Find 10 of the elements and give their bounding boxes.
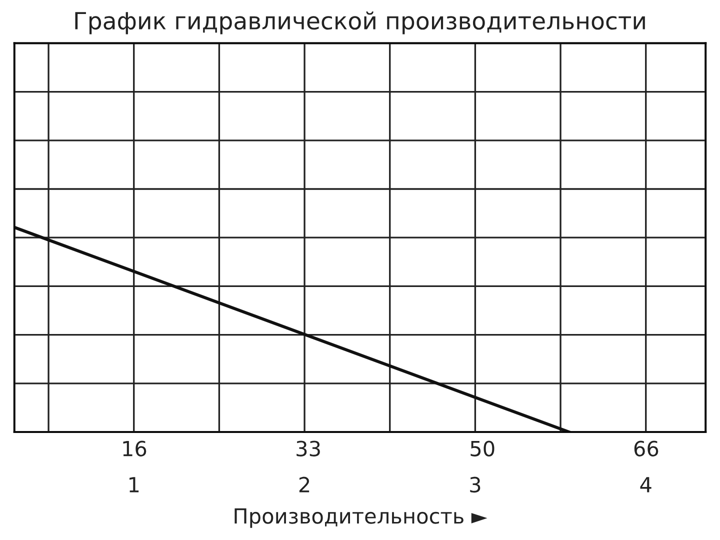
x-tick-label: 1 (130, 477, 139, 492)
x2-tick-label: 33 (296, 440, 320, 456)
x-tick-label: 3 (470, 476, 480, 493)
chart-title: График гидравлической производительности (75, 11, 645, 34)
x-tick-label: 4 (640, 477, 652, 492)
x-tick-label: 2 (299, 476, 310, 492)
x-axis-title: Производительность ► (234, 508, 488, 528)
x2-tick-label: 50 (470, 440, 494, 456)
x2-tick-label: 16 (123, 440, 146, 456)
x2-tick-label: 66 (634, 440, 658, 456)
